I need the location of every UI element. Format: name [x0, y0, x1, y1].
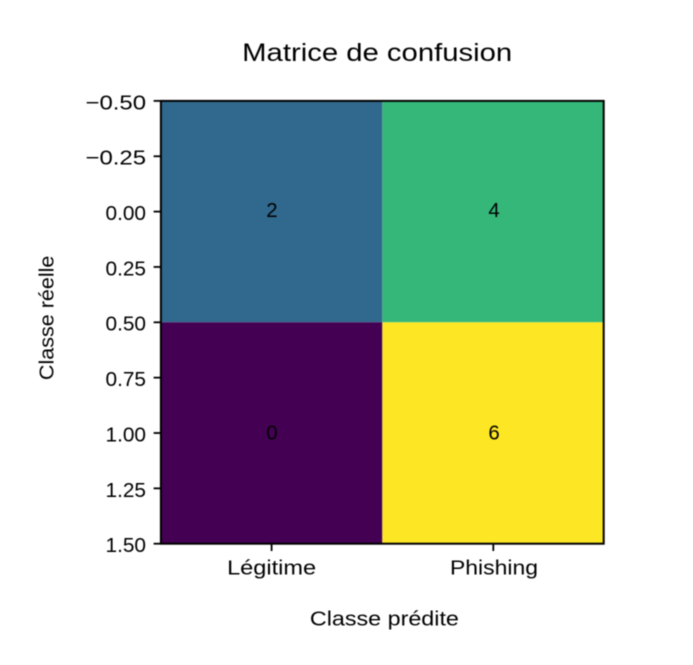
- svg-text:4: 4: [488, 200, 499, 222]
- svg-text:0.75: 0.75: [106, 369, 147, 391]
- svg-text:1.25: 1.25: [106, 480, 147, 502]
- svg-text:Légitime: Légitime: [227, 558, 316, 580]
- svg-text:Phishing: Phishing: [450, 558, 538, 580]
- svg-text:Classe prédite: Classe prédite: [310, 608, 459, 630]
- svg-text:2: 2: [266, 200, 277, 222]
- svg-text:0.00: 0.00: [106, 203, 147, 225]
- svg-text:0: 0: [266, 422, 277, 444]
- svg-text:Matrice de confusion: Matrice de confusion: [242, 40, 512, 67]
- svg-text:1.50: 1.50: [106, 535, 147, 557]
- svg-text:0.25: 0.25: [106, 258, 147, 280]
- svg-text:1.00: 1.00: [106, 424, 147, 446]
- svg-text:0.50: 0.50: [106, 314, 147, 336]
- svg-text:−0.50: −0.50: [86, 92, 147, 114]
- svg-text:Classe réelle: Classe réelle: [37, 256, 59, 381]
- svg-text:6: 6: [488, 422, 499, 444]
- svg-text:−0.25: −0.25: [86, 148, 147, 170]
